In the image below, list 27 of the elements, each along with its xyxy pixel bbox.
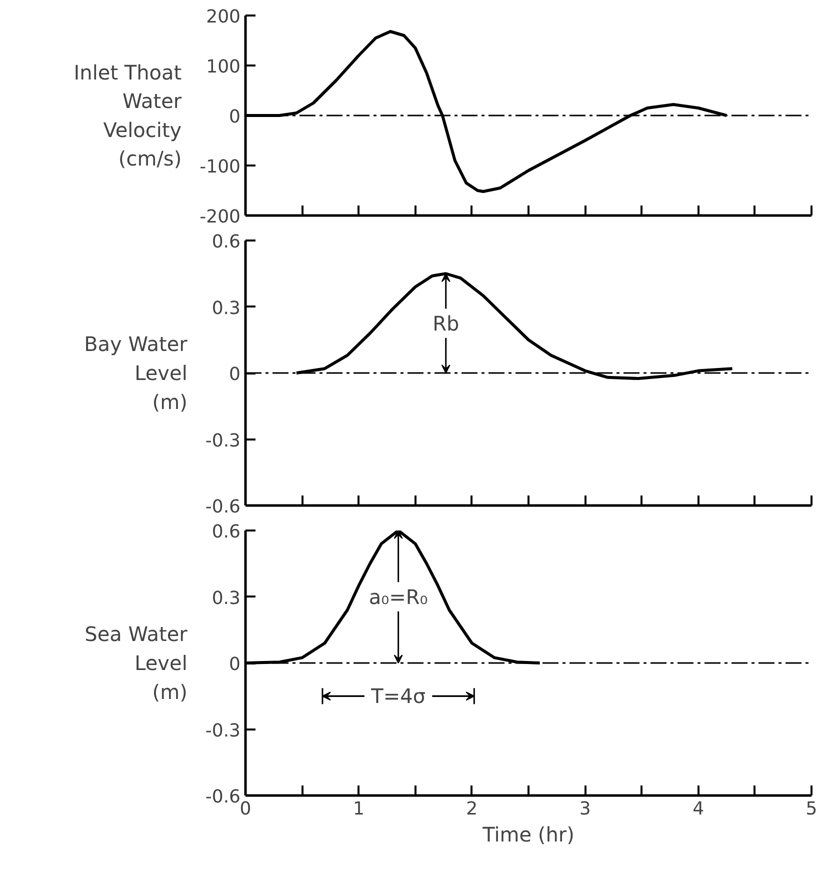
y-tick-label: -0.6 bbox=[205, 496, 241, 518]
x-axis-title: Time (hr) bbox=[482, 822, 574, 846]
x-tick-label: 2 bbox=[466, 798, 478, 820]
y-tick-label: 0 bbox=[229, 106, 240, 128]
y-tick-label: -0.3 bbox=[205, 720, 241, 742]
y-axis-title: Sea Water Level (m) bbox=[84, 622, 188, 704]
y-tick-label: 0.6 bbox=[212, 522, 241, 542]
y-tick-label: 100 bbox=[206, 56, 241, 78]
y-tick-label: 200 bbox=[206, 6, 241, 28]
annotation: a₀=R₀ bbox=[368, 584, 428, 609]
y-tick-label: -100 bbox=[200, 156, 241, 178]
annotation: T=4σ bbox=[370, 684, 426, 708]
y-axis-title: Inlet Thoat Water Velocity (cm/s) bbox=[74, 60, 182, 171]
x-tick-label: 4 bbox=[692, 798, 704, 820]
y-tick-label: 0.6 bbox=[212, 232, 241, 252]
y-tick-label: 0.3 bbox=[212, 588, 241, 609]
annotation: Rb bbox=[432, 311, 460, 336]
y-tick-label: -0.6 bbox=[205, 786, 241, 808]
y-tick-label: 0.3 bbox=[212, 298, 241, 319]
y-tick-label: -200 bbox=[200, 206, 241, 228]
x-tick-label: 3 bbox=[579, 798, 591, 820]
y-tick-label: 0 bbox=[229, 654, 240, 675]
y-tick-label: 0 bbox=[229, 364, 240, 385]
y-axis-title: Bay Water Level (m) bbox=[84, 332, 188, 414]
x-tick-label: 1 bbox=[352, 798, 364, 820]
x-tick-label: 5 bbox=[806, 798, 818, 820]
y-tick-label: -0.3 bbox=[205, 430, 241, 452]
